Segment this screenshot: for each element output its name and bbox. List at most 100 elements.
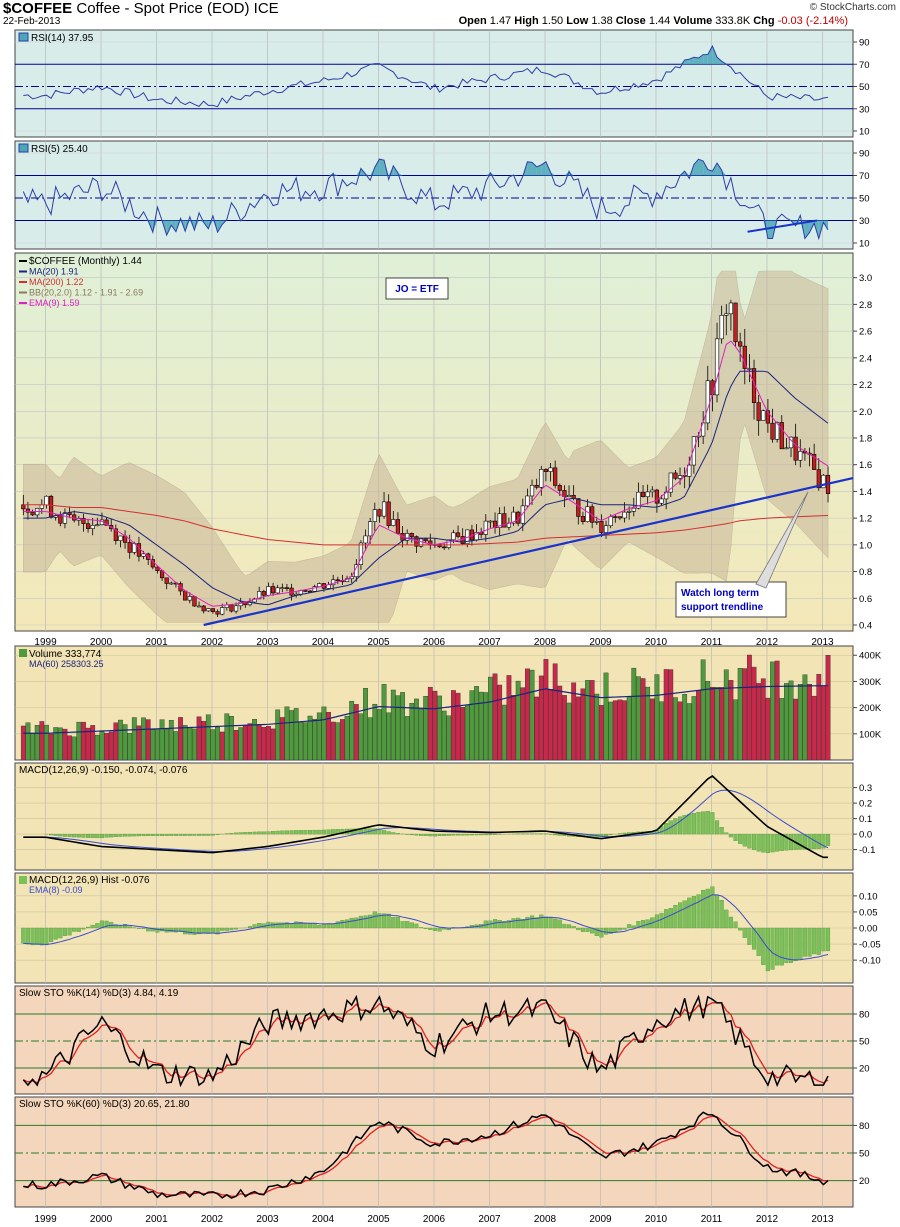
x-tick-label-2005: 2005 xyxy=(367,1214,390,1225)
volume-bar xyxy=(168,720,174,761)
volume-bar xyxy=(816,674,822,761)
macd1-hist-bar xyxy=(169,833,174,836)
price-candle-body xyxy=(377,509,382,517)
volume-bar xyxy=(62,728,68,761)
volume-bar xyxy=(284,706,290,761)
price-candle-body xyxy=(756,402,761,421)
price-candle-body xyxy=(391,519,396,526)
price-candle-body xyxy=(30,511,35,516)
volume-bar xyxy=(289,710,294,761)
rsi5-overbought-fill xyxy=(527,161,533,176)
volume-bar xyxy=(474,686,479,761)
price-candle-body xyxy=(136,543,142,557)
volume-bar xyxy=(256,724,262,761)
sto14-tick-label: 80 xyxy=(859,1010,870,1021)
volume-bar xyxy=(659,701,664,761)
price-candle-body xyxy=(169,582,174,585)
volume-bar xyxy=(141,717,146,761)
price-candle-body xyxy=(738,341,743,347)
macd2-hist-bar xyxy=(405,921,410,929)
volume-bar xyxy=(219,731,225,761)
macd1-hist-bar xyxy=(81,833,86,838)
sto14-d-line xyxy=(23,1001,829,1084)
macd2-hist-bar xyxy=(691,896,696,929)
macd2-hist-bar xyxy=(257,923,262,929)
macd2-hist-bar xyxy=(756,927,761,956)
macd2-hist-bar xyxy=(197,927,202,935)
rsi5-tick-label: 90 xyxy=(859,149,870,160)
macd2-hist-bar xyxy=(714,894,720,929)
price-candle-body xyxy=(585,506,590,522)
macd1-hist-bar xyxy=(275,830,280,835)
macd1-hist-bar xyxy=(761,833,766,853)
volume-bar xyxy=(525,668,530,761)
volume-tick-label: 100K xyxy=(859,729,882,740)
macd2-hist-bar xyxy=(72,927,77,932)
volume-ma-line xyxy=(23,685,829,734)
macd2-hist-bar xyxy=(520,919,525,929)
macd2-hist-bar xyxy=(224,927,229,931)
macd2-hist-bar xyxy=(298,921,303,929)
price-candle-body xyxy=(784,447,789,450)
macd2-hist-bar xyxy=(784,927,789,963)
macd2-hist-bar xyxy=(349,917,354,929)
volume-bar xyxy=(372,703,378,761)
volume-bar xyxy=(395,695,401,761)
macd2-hist-bar xyxy=(821,927,826,952)
price-legend-item: MA(200) 1.22 xyxy=(29,277,84,287)
volume-bar xyxy=(483,692,489,761)
volume-bar xyxy=(515,680,521,761)
price-candle-body xyxy=(85,523,91,529)
macd2-hist-bar xyxy=(169,927,174,933)
macd2-hist-bar xyxy=(44,927,49,946)
volume-bar xyxy=(784,683,789,761)
price-candle-body xyxy=(775,422,780,440)
volume-bar xyxy=(363,688,368,761)
price-candle-body xyxy=(812,453,817,470)
macd1-hist-bar xyxy=(317,829,322,835)
macd1-hist-bar xyxy=(247,831,252,835)
macd1-hist-bar xyxy=(261,831,266,835)
rsi5-oversold-fill xyxy=(795,220,801,226)
macd2-hist-bar xyxy=(534,917,539,929)
rsi5-tick-label: 10 xyxy=(859,239,870,250)
price-candle-body xyxy=(192,596,197,607)
macd2-hist-bar xyxy=(386,913,391,929)
macd2-hist-bar xyxy=(39,927,44,946)
trend-note-box xyxy=(675,581,787,618)
volume-bar xyxy=(164,728,170,761)
macd1-hist-bar xyxy=(104,833,109,838)
price-candle-body xyxy=(155,566,160,572)
price-candle-body xyxy=(257,591,262,600)
macd2-hist-bar xyxy=(622,927,627,930)
macd2-hist-bar xyxy=(437,927,442,932)
price-candle-body xyxy=(335,579,340,582)
macd1-hist-bar xyxy=(825,833,831,846)
macd1-hist-bar xyxy=(733,833,738,841)
price-legend-item: BB(20,2.0) 1.12 - 1.91 - 2.69 xyxy=(29,288,143,298)
macd1-hist-bar xyxy=(802,833,807,850)
price-candle-body xyxy=(25,508,31,513)
volume-bar xyxy=(400,692,405,761)
price-tick-label: 1.6 xyxy=(859,460,872,471)
volume-bar xyxy=(557,685,563,761)
volume-tick-label: 200K xyxy=(859,703,882,714)
macd2-hist-bar xyxy=(113,924,118,929)
price-candle-body xyxy=(381,501,387,517)
macd2-hist-bar xyxy=(816,927,821,955)
macd2-hist-bar xyxy=(696,894,701,929)
macd1-hist-bar xyxy=(691,812,696,835)
macd2-hist-bar xyxy=(280,922,285,929)
price-candle-body xyxy=(511,511,516,524)
price-tick-label: 1.4 xyxy=(859,487,872,498)
macd2-hist-bar xyxy=(566,924,572,929)
rsi14-overbought-fill xyxy=(707,46,713,65)
volume-bar xyxy=(39,721,45,761)
macd2-legend: MACD(12,26,9) Hist -0.076 xyxy=(29,875,150,886)
macd1-hist-bar xyxy=(455,833,461,836)
chg-value: -0.03 (-2.14%) xyxy=(777,15,848,27)
macd2-hist-bar xyxy=(358,915,363,929)
price-candle-body xyxy=(779,422,784,450)
volume-bar xyxy=(700,659,706,761)
macd1-hist-bar xyxy=(113,833,118,837)
